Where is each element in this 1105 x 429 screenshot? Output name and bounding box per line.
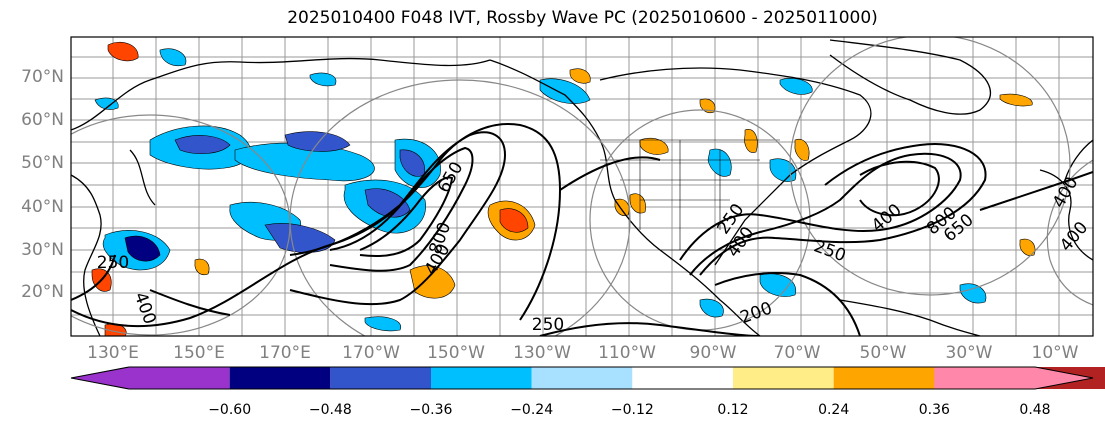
- latitude-label: 60°N: [21, 110, 64, 130]
- longitude-label: 110°W: [598, 343, 656, 363]
- colorbar-tick-label: −0.36: [409, 402, 453, 418]
- map-plot-area: [71, 37, 1093, 336]
- latitude-label: 30°N: [21, 240, 64, 260]
- colorbar-tick-label: 0.12: [717, 402, 749, 418]
- contour-label: 250: [532, 315, 564, 335]
- colorbar-segment: [733, 367, 834, 389]
- longitude-label: 30°W: [945, 343, 993, 363]
- colorbar-segment: [632, 367, 733, 389]
- ivt-contours: [71, 123, 1093, 336]
- longitude-label: 90°W: [689, 343, 737, 363]
- colorbar-segment: [531, 367, 633, 389]
- longitude-label: 70°W: [773, 343, 821, 363]
- longitude-label: 150°E: [173, 343, 225, 363]
- colorbar-segment: [934, 367, 1093, 389]
- map-title: 2025010400 F048 IVT, Rossby Wave PC (202…: [287, 8, 878, 28]
- coastlines: [71, 39, 1093, 336]
- contour-label: 250: [97, 253, 129, 273]
- latitude-label: 40°N: [21, 197, 64, 217]
- colorbar-outline: [70, 366, 1094, 390]
- longitude-label: 130°E: [87, 343, 139, 363]
- map-border: [70, 36, 1094, 337]
- colorbar: [70, 366, 1105, 390]
- longitude-label: 170°E: [259, 343, 311, 363]
- longitude-label: 10°W: [1031, 343, 1079, 363]
- colorbar-tick-label: 0.36: [918, 402, 950, 418]
- colorbar-segment: [833, 367, 935, 389]
- latitude-label: 70°N: [21, 67, 64, 87]
- colorbar-tick-label: −0.48: [308, 402, 352, 418]
- longitude-label: 130°W: [513, 343, 571, 363]
- negative-anomaly-patches: [94, 48, 987, 332]
- longitude-label: 170°W: [342, 343, 400, 363]
- latitude-label: 20°N: [21, 282, 64, 302]
- colorbar-segment: [330, 367, 431, 389]
- colorbar-segment: [431, 367, 532, 389]
- colorbar-tick-label: 0.24: [818, 402, 850, 418]
- colorbar-segment: [229, 367, 331, 389]
- colorbar-tick-label: 0.48: [1019, 402, 1051, 418]
- colorbar-tick-label: −0.60: [208, 402, 252, 418]
- colorbar-tick-label: −0.12: [610, 402, 654, 418]
- grey-arcs: [71, 37, 1093, 336]
- longitude-label: 150°W: [427, 343, 485, 363]
- colorbar-tick-label: −0.24: [510, 402, 554, 418]
- latitude-label: 50°N: [21, 153, 64, 173]
- colorbar-segment: [71, 367, 230, 389]
- longitude-label: 50°W: [859, 343, 907, 363]
